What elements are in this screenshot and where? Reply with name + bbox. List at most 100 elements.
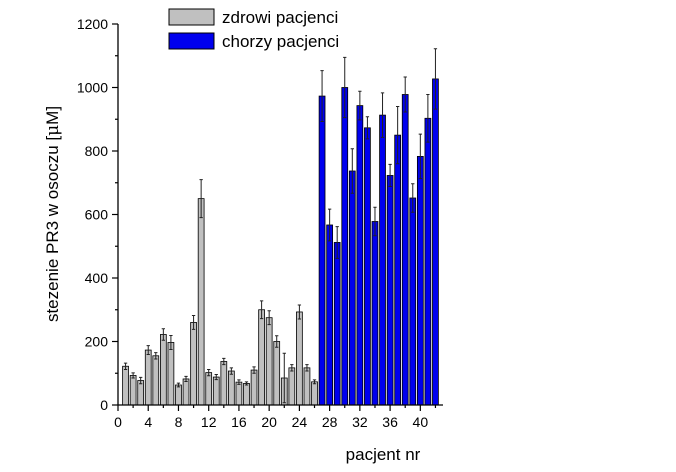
bar-sick-31 [348,170,356,406]
bar-healthy-24 [296,311,303,406]
y-tick-label-0: 0 [100,397,108,413]
y-axis-title-prefix: stezenie PR3 w osoczu [ [43,136,62,322]
error-bar-35 [380,92,385,138]
bar-healthy-11 [197,198,205,406]
y-axis-title-suffix: M] [43,106,62,125]
legend-label-sick: chorzy pacjenci [222,32,339,51]
error-bar-6 [161,328,165,341]
bar-sick-39 [409,197,417,406]
error-bar-19 [259,300,264,320]
bar-healthy-6 [159,334,167,406]
bar-healthy-26 [311,381,318,406]
error-bar-32 [358,90,362,121]
x-tick-label-32: 32 [352,414,368,430]
bar-sick-41 [424,117,432,406]
x-axis-title: pacjent nr [346,445,421,464]
error-bar-37 [396,106,400,165]
bar-sick-35 [379,114,386,406]
error-bar-9 [184,375,188,383]
error-bar-42 [433,48,438,110]
bar-healthy-16 [235,381,243,406]
bar-healthy-2 [129,375,137,406]
bar-sick-27 [318,95,326,406]
x-tick-label-36: 36 [382,414,398,430]
bar-sick-29 [333,242,341,406]
legend: zdrowi pacjenci chorzy pacjenci [168,8,339,51]
error-bar-10 [191,314,196,330]
bar-healthy-13 [212,376,220,406]
bar-healthy-21 [273,341,281,406]
error-bar-26 [312,379,317,385]
error-bar-28 [327,208,332,242]
bar-sick-36 [386,175,394,406]
error-bar-23 [290,364,294,372]
bar-healthy-1 [122,365,129,406]
bar-healthy-5 [152,355,160,406]
x-tick-label-40: 40 [413,414,429,430]
error-bar-13 [214,374,218,381]
bars-layer [122,78,439,406]
error-bar-24 [297,304,302,320]
y-tick-label-800: 800 [85,143,109,159]
error-bar-16 [237,379,241,385]
bar-sick-34 [371,221,379,406]
bar-sick-33 [364,127,371,406]
error-bar-21 [275,335,279,348]
error-bar-39 [411,183,415,213]
y-ticks: 0 200 400 600 800 1000 1200 [77,16,118,413]
error-bar-22 [282,352,286,404]
bar-healthy-12 [205,372,213,406]
x-tick-label-8: 8 [175,414,183,430]
error-bar-2 [131,372,135,379]
error-bar-17 [244,381,249,386]
y-tick-label-200: 200 [85,334,109,350]
x-tick-label-4: 4 [144,414,152,430]
bar-healthy-8 [175,384,182,406]
bar-sick-42 [432,78,439,406]
error-bar-27 [320,70,324,122]
error-bar-40 [418,133,422,180]
error-bar-18 [252,366,256,374]
x-ticks: 0 4 8 12 16 20 24 28 32 36 40 [114,405,437,430]
bar-healthy-4 [144,349,152,406]
bar-healthy-7 [167,342,175,406]
error-bar-38 [403,76,407,113]
error-bar-3 [139,376,143,385]
error-bar-4 [146,345,150,356]
bar-healthy-10 [190,322,197,406]
error-bar-1 [123,362,128,370]
bar-sick-38 [401,94,409,406]
error-bar-31 [350,148,354,194]
y-tick-label-600: 600 [85,207,109,223]
error-bar-7 [169,334,173,350]
error-bar-14 [222,357,226,366]
bar-healthy-9 [182,378,190,406]
y-axis-title-mu: μ [43,125,63,136]
bar-healthy-15 [228,370,235,406]
legend-label-healthy: zdrowi pacjenci [222,8,338,27]
error-bar-12 [207,368,211,377]
bar-healthy-23 [288,367,296,406]
bar-healthy-20 [265,317,273,406]
bar-healthy-14 [220,361,228,406]
y-tick-label-1000: 1000 [77,80,108,96]
bar-healthy-19 [258,309,265,406]
bar-sick-37 [394,134,402,406]
error-bar-29 [335,226,339,259]
legend-swatch-sick [168,32,215,50]
error-bars-layer [123,48,438,404]
error-bar-25 [305,364,309,372]
x-tick-label-24: 24 [292,414,308,430]
y-axis-title: stezenie PR3 w osoczu [μM] [43,106,63,322]
x-tick-label-16: 16 [231,414,247,430]
error-bar-30 [343,56,347,119]
x-tick-label-0: 0 [114,414,122,430]
bar-healthy-18 [250,369,258,406]
axes-layer [117,24,443,406]
bar-sick-40 [416,155,424,406]
error-bar-5 [154,352,158,360]
x-tick-label-20: 20 [261,414,277,430]
x-tick-label-12: 12 [201,414,217,430]
y-tick-label-400: 400 [85,270,109,286]
